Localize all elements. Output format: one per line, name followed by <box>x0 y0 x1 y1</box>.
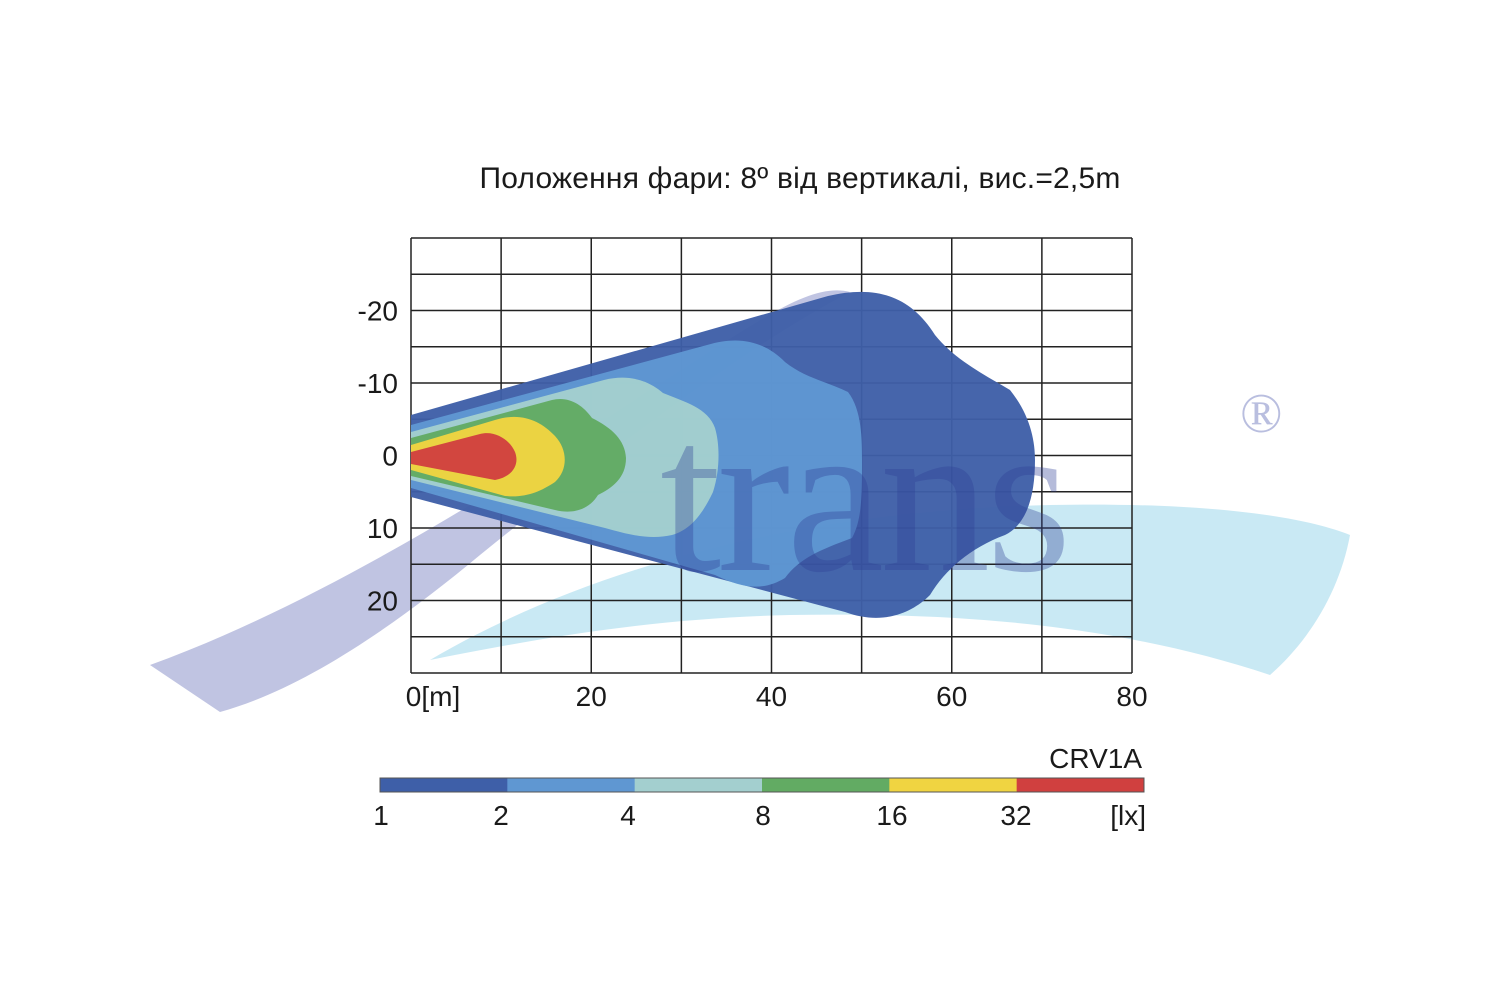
y-tick-label: 0 <box>382 441 398 472</box>
x-tick-label: 20 <box>576 681 607 712</box>
legend-threshold-label: 8 <box>755 800 771 831</box>
isolux-zone-32lx <box>411 433 517 480</box>
watermark-text-group: trans ® <box>660 374 1283 618</box>
chart-title: Положення фари: 8º від вертикалі, вис.=2… <box>479 162 1121 195</box>
legend-segment <box>507 778 636 792</box>
y-axis-ticks: -20 -10 0 10 20 <box>358 296 398 617</box>
isolux-zones <box>411 291 1035 618</box>
x-tick-label: 0[m] <box>406 681 460 712</box>
legend-color-bar <box>379 777 1145 793</box>
watermark-logo-text: trans <box>660 374 1068 618</box>
legend-threshold-label: 2 <box>493 800 509 831</box>
legend-segment <box>762 778 890 792</box>
y-tick-label: -20 <box>358 296 398 327</box>
legend-labels: 1 2 4 8 16 32 [lx] <box>373 800 1146 831</box>
x-tick-label: 80 <box>1116 681 1147 712</box>
x-axis-ticks: 0[m] 20 40 60 80 <box>406 681 1148 712</box>
legend-segment <box>889 778 1018 792</box>
legend-threshold-label: 32 <box>1000 800 1031 831</box>
watermark-registered-mark: ® <box>1240 383 1283 445</box>
x-tick-label: 40 <box>756 681 787 712</box>
legend-segment <box>1016 778 1145 792</box>
y-tick-label: -10 <box>358 368 398 399</box>
legend-threshold-label: 1 <box>373 800 389 831</box>
x-tick-label: 60 <box>936 681 967 712</box>
legend-segment <box>634 778 763 792</box>
y-tick-label: 20 <box>367 586 398 617</box>
legend-threshold-label: 4 <box>620 800 636 831</box>
y-tick-label: 10 <box>367 513 398 544</box>
legend-segment <box>380 778 508 792</box>
legend-threshold-label: 16 <box>876 800 907 831</box>
model-label: CRV1A <box>1049 743 1142 774</box>
legend-bar-border <box>379 777 1145 793</box>
legend-unit-label: [lx] <box>1110 800 1146 831</box>
